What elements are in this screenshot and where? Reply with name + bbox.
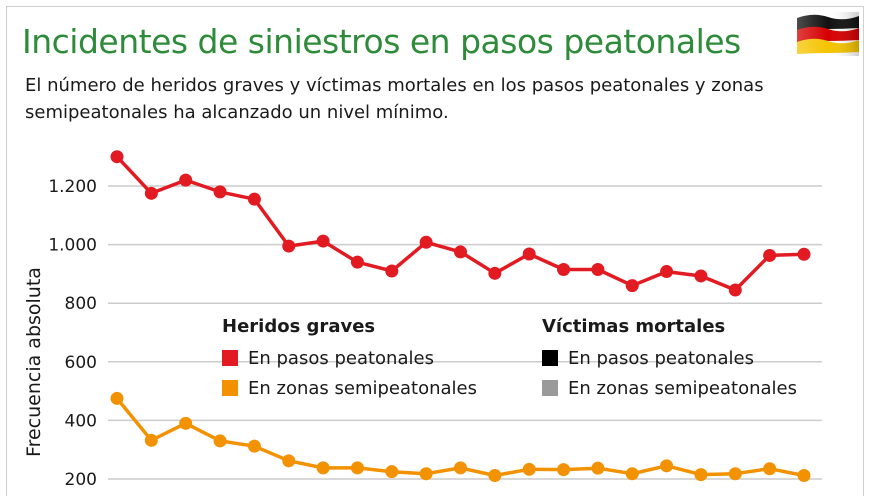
legend-swatch [222,350,238,366]
data-point [660,459,674,473]
legend-item: En pasos peatonales [542,343,797,373]
legend-item-label: En zonas semipeatonales [568,377,797,399]
data-point [419,235,433,249]
legend-item-label: En pasos peatonales [568,347,754,369]
legend-item: En zonas semipeatonales [222,373,477,403]
data-point [522,247,536,261]
y-tick-label: 1.000 [48,236,97,256]
y-tick-label: 1.200 [48,177,97,197]
data-point [694,269,708,283]
data-point [694,468,708,482]
y-tick-label: 400 [65,411,97,431]
legend-item: En zonas semipeatonales [542,373,797,403]
data-point [282,454,296,468]
data-point [797,247,811,261]
legend-item-label: En pasos peatonales [248,347,434,369]
data-point [728,467,742,481]
legend-group-title: Víctimas mortales [542,316,726,337]
legend-victimas-mortales: Víctimas mortales En pasos peatonales En… [542,316,797,403]
data-point [763,248,777,262]
legend-swatch [222,380,238,396]
data-point [522,462,536,476]
data-point [144,186,158,200]
data-point [316,234,330,248]
data-point [488,468,502,482]
legend-swatch [542,380,558,396]
data-point [454,245,467,259]
legend-item: En pasos peatonales [222,343,477,373]
data-point [625,467,639,481]
data-point [110,150,124,164]
germany-flag-icon [797,12,859,56]
data-point [385,264,399,278]
data-point [763,462,777,476]
data-point [591,461,605,475]
data-point [385,465,399,479]
data-point [213,185,227,199]
data-point [625,279,639,293]
data-point [488,266,502,280]
data-point [247,192,261,206]
data-point [660,265,674,279]
legend-heridos-graves: Heridos graves En pasos peatonales En zo… [222,316,477,403]
data-point [282,239,296,253]
data-point [247,439,261,453]
chart-frame [6,6,864,496]
y-tick-label: 200 [65,470,97,490]
data-point [454,461,467,475]
legend-item-label: En zonas semipeatonales [248,377,477,399]
data-point [591,263,605,277]
chart-title: Incidentes de siniestros en pasos peaton… [22,22,741,61]
data-point [797,468,811,482]
data-point [179,416,193,430]
data-point [350,461,364,475]
data-point [350,255,364,269]
data-point [728,283,742,297]
legend-group-title: Heridos graves [222,316,376,337]
data-point [144,433,158,447]
legend-swatch [542,350,558,366]
data-point [110,391,124,405]
data-point [557,263,571,277]
data-point [557,463,571,477]
data-point [419,467,433,481]
data-point [213,434,227,448]
y-tick-label: 800 [65,294,97,314]
y-tick-label: 600 [65,353,97,373]
data-point [179,173,193,187]
chart-subtitle: El número de heridos graves y víctimas m… [25,75,764,123]
data-point [316,461,330,475]
